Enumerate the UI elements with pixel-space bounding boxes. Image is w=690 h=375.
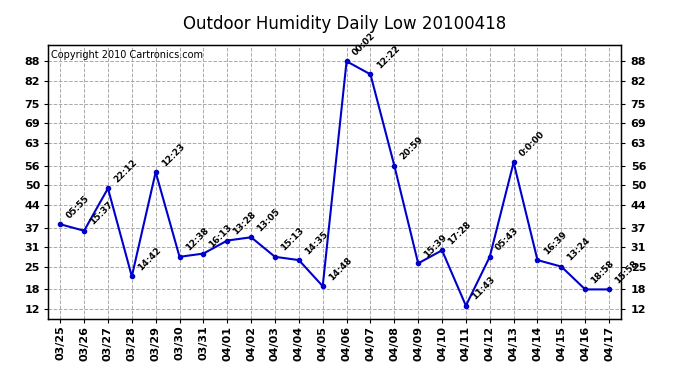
Text: 11:43: 11:43 — [470, 275, 497, 302]
Text: 18:58: 18:58 — [589, 259, 616, 285]
Text: 05:55: 05:55 — [64, 194, 91, 220]
Text: 15:58: 15:58 — [613, 259, 640, 285]
Text: 12:38: 12:38 — [184, 226, 210, 253]
Text: 14:48: 14:48 — [327, 255, 354, 282]
Text: Outdoor Humidity Daily Low 20100418: Outdoor Humidity Daily Low 20100418 — [184, 15, 506, 33]
Text: 13:28: 13:28 — [231, 210, 258, 236]
Text: 00:02: 00:02 — [351, 31, 377, 57]
Text: 22:12: 22:12 — [112, 158, 139, 184]
Text: 12:22: 12:22 — [375, 44, 401, 70]
Text: 17:28: 17:28 — [446, 219, 473, 246]
Text: Copyright 2010 Cartronics.com: Copyright 2010 Cartronics.com — [51, 51, 203, 60]
Text: 14:35: 14:35 — [303, 229, 330, 256]
Text: 15:39: 15:39 — [422, 232, 449, 259]
Text: 0:0:00: 0:0:00 — [518, 129, 546, 158]
Text: 20:59: 20:59 — [398, 135, 425, 161]
Text: 14:42: 14:42 — [136, 245, 163, 272]
Text: 05:43: 05:43 — [494, 226, 520, 253]
Text: 16:39: 16:39 — [542, 229, 569, 256]
Text: 13:24: 13:24 — [566, 236, 592, 262]
Text: 15:37: 15:37 — [88, 200, 115, 226]
Text: 12:23: 12:23 — [160, 141, 186, 168]
Text: 15:13: 15:13 — [279, 226, 306, 253]
Text: 13:05: 13:05 — [255, 207, 282, 233]
Text: 16:13: 16:13 — [208, 223, 234, 249]
